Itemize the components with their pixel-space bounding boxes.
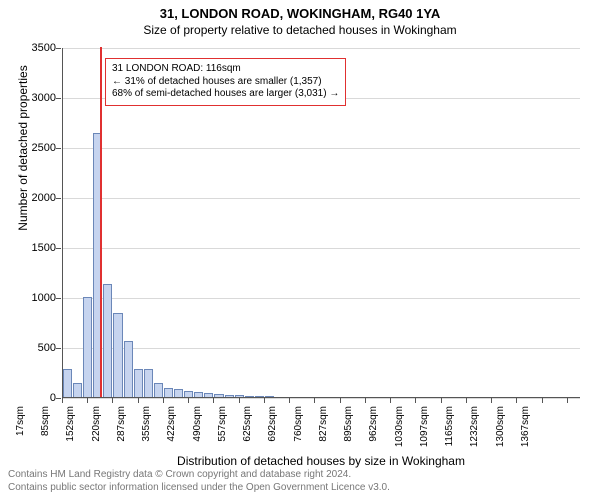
footer-line1: Contains HM Land Registry data © Crown c…	[8, 469, 390, 482]
chart-title: 31, LONDON ROAD, WOKINGHAM, RG40 1YA	[0, 0, 600, 21]
y-tick: 1500	[0, 242, 56, 254]
histogram-bar	[214, 394, 223, 397]
y-tick: 0	[0, 392, 56, 404]
histogram-bar	[225, 395, 234, 398]
histogram-bar	[113, 313, 122, 397]
x-axis-label: Distribution of detached houses by size …	[62, 454, 580, 468]
histogram-bar	[235, 395, 244, 397]
histogram-bar	[63, 369, 72, 397]
histogram-bar	[184, 391, 193, 397]
histogram-bar	[174, 389, 183, 397]
y-tick: 3000	[0, 92, 56, 104]
histogram-bar	[73, 383, 82, 397]
histogram-bar	[255, 396, 264, 397]
histogram-bar	[265, 396, 274, 397]
histogram-bar	[204, 393, 213, 397]
y-tick: 3500	[0, 42, 56, 54]
histogram-bar	[144, 369, 153, 397]
histogram-bar	[124, 341, 133, 397]
annotation-box: 31 LONDON ROAD: 116sqm ← 31% of detached…	[105, 58, 346, 106]
footer-line2: Contains public sector information licen…	[8, 482, 390, 495]
y-tick: 2500	[0, 142, 56, 154]
histogram-bar	[194, 392, 203, 397]
chart-container: 31, LONDON ROAD, WOKINGHAM, RG40 1YA Siz…	[0, 0, 600, 500]
footer-text: Contains HM Land Registry data © Crown c…	[8, 469, 390, 494]
histogram-bar	[245, 396, 254, 398]
histogram-bar	[83, 297, 92, 397]
chart-subtitle: Size of property relative to detached ho…	[0, 21, 600, 37]
y-tick: 1000	[0, 292, 56, 304]
histogram-bar	[103, 284, 112, 397]
histogram-bar	[154, 383, 163, 397]
annotation-line2: ← 31% of detached houses are smaller (1,…	[112, 76, 339, 89]
subject-marker-line	[100, 47, 102, 397]
x-tick: 1367sqm	[520, 406, 600, 447]
y-tick: 2000	[0, 192, 56, 204]
annotation-line1: 31 LONDON ROAD: 116sqm	[112, 63, 339, 76]
annotation-line3: 68% of semi-detached houses are larger (…	[112, 88, 339, 101]
histogram-bar	[134, 369, 143, 397]
y-tick: 500	[0, 342, 56, 354]
histogram-bar	[164, 388, 173, 397]
